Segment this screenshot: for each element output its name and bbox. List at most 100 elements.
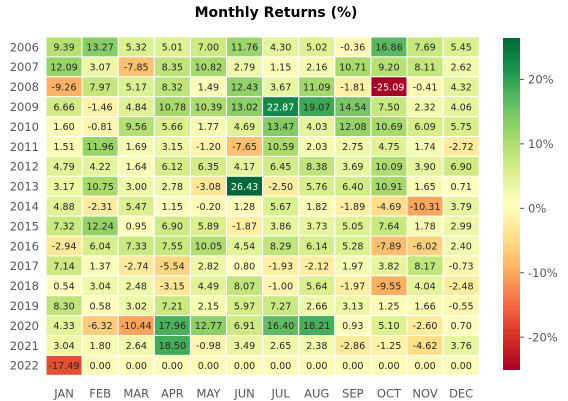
cell-value-label: 2.82	[198, 261, 219, 272]
cell-value-label: 18.21	[303, 321, 330, 332]
cell-value-label: -17.49	[49, 361, 80, 372]
cell-value-label: -9.55	[377, 281, 402, 292]
cell-value-label: 5.89	[198, 222, 219, 233]
cell-value-label: 0.00	[162, 361, 183, 372]
cell-value-label: -1.87	[232, 222, 257, 233]
heatmap-cell	[442, 354, 480, 376]
cell-value-label: 2.15	[198, 301, 219, 312]
cell-value-label: 0.00	[306, 361, 327, 372]
cell-value-label: 5.97	[234, 301, 255, 312]
y-tick-label: 2007	[10, 60, 39, 74]
cell-value-label: 2.99	[450, 222, 471, 233]
cell-value-label: 26.43	[231, 182, 258, 193]
cell-value-label: 4.17	[234, 162, 255, 173]
cell-value-label: 7.33	[126, 242, 147, 253]
cell-value-label: -6.02	[413, 242, 438, 253]
cell-value-label: 7.64	[378, 222, 399, 233]
cell-value-label: 0.71	[450, 182, 471, 193]
cell-value-label: 2.48	[126, 281, 147, 292]
cell-value-label: -2.60	[413, 321, 438, 332]
cell-value-label: 7.69	[414, 43, 435, 54]
y-tick-label: 2014	[10, 199, 39, 213]
cell-value-label: 2.62	[450, 62, 471, 73]
cell-value-label: 1.97	[342, 261, 363, 272]
y-tick-label: 2017	[10, 259, 39, 273]
colorbar-tick-label: 20%	[528, 73, 554, 87]
cell-value-label: 0.00	[450, 361, 471, 372]
x-tick-label: OCT	[377, 386, 402, 400]
cell-value-label: 0.93	[342, 321, 363, 332]
cell-value-label: 18.50	[159, 341, 186, 352]
cell-value-label: -3.08	[196, 182, 221, 193]
cell-value-label: 0.00	[414, 361, 435, 372]
cell-value-label: 4.54	[234, 242, 255, 253]
cell-value-label: -1.97	[340, 281, 365, 292]
cell-value-label: 1.15	[162, 202, 183, 213]
cell-value-label: 3.90	[414, 162, 435, 173]
cell-value-label: 3.79	[450, 202, 471, 213]
cell-value-label: 0.00	[234, 361, 255, 372]
y-tick-label: 2016	[10, 239, 39, 253]
colorbar-tick-label: -20%	[528, 330, 558, 344]
cell-value-label: 4.32	[450, 82, 471, 93]
cell-value-label: 10.82	[195, 62, 222, 73]
cell-value-label: 10.69	[375, 122, 402, 133]
cell-value-label: 13.27	[86, 43, 113, 54]
x-tick-label: NOV	[412, 386, 437, 400]
cell-value-label: 8.11	[414, 62, 435, 73]
cell-value-label: -0.20	[196, 202, 221, 213]
colorbar-tick-label: 0%	[528, 202, 546, 216]
cell-value-label: 5.28	[342, 242, 363, 253]
x-tick-label: JUL	[271, 386, 291, 400]
cell-value-label: 4.84	[126, 102, 147, 113]
cell-value-label: 6.66	[53, 102, 74, 113]
cell-value-label: 5.64	[306, 281, 327, 292]
cell-value-label: 6.14	[306, 242, 327, 253]
cell-value-label: 4.33	[53, 321, 74, 332]
chart-title: Monthly Returns (%)	[194, 5, 358, 21]
cell-value-label: 10.39	[195, 102, 222, 113]
cell-value-label: 16.86	[375, 43, 402, 54]
cell-value-label: 4.22	[89, 162, 110, 173]
cell-value-label: -4.69	[377, 202, 402, 213]
y-tick-label: 2006	[10, 40, 39, 54]
cell-value-label: 2.64	[126, 341, 147, 352]
x-tick-label: JUN	[233, 386, 254, 400]
cell-value-label: 5.67	[270, 202, 291, 213]
cell-value-label: 8.17	[414, 261, 435, 272]
cell-value-label: -7.89	[377, 242, 402, 253]
cell-value-label: 6.45	[270, 162, 291, 173]
cell-value-label: 17.96	[159, 321, 186, 332]
cell-value-label: 10.59	[267, 142, 294, 153]
y-tick-label: 2013	[10, 180, 39, 194]
cell-value-label: 1.25	[378, 301, 399, 312]
cell-value-label: -7.85	[124, 62, 149, 73]
cell-value-label: 7.97	[89, 82, 110, 93]
cell-value-label: 3.02	[126, 301, 147, 312]
cell-value-label: 2.75	[342, 142, 363, 153]
cell-value-label: -1.46	[88, 102, 113, 113]
cell-value-label: 0.00	[270, 361, 291, 372]
x-tick-label: DEC	[449, 386, 473, 400]
cell-value-label: 10.71	[339, 62, 366, 73]
cell-value-label: 5.76	[306, 182, 327, 193]
cell-value-label: -2.31	[88, 202, 113, 213]
cell-value-label: 3.49	[234, 341, 255, 352]
cell-value-label: 1.28	[234, 202, 255, 213]
cell-value-label: -2.94	[52, 242, 77, 253]
cell-value-label: 22.87	[267, 102, 294, 113]
cell-value-label: 11.09	[303, 82, 330, 93]
cell-value-label: 10.75	[86, 182, 113, 193]
cell-value-label: 5.45	[450, 43, 471, 54]
y-tick-label: 2012	[10, 160, 39, 174]
cell-value-label: 5.02	[306, 43, 327, 54]
cell-value-label: -1.81	[340, 82, 365, 93]
cell-value-label: 8.30	[53, 301, 74, 312]
cell-value-label: 4.69	[234, 122, 255, 133]
cell-value-label: 9.20	[378, 62, 399, 73]
cell-value-label: 1.77	[198, 122, 219, 133]
cell-value-label: 5.05	[342, 222, 363, 233]
cell-value-label: 8.35	[162, 62, 183, 73]
cell-value-label: 10.91	[375, 182, 402, 193]
